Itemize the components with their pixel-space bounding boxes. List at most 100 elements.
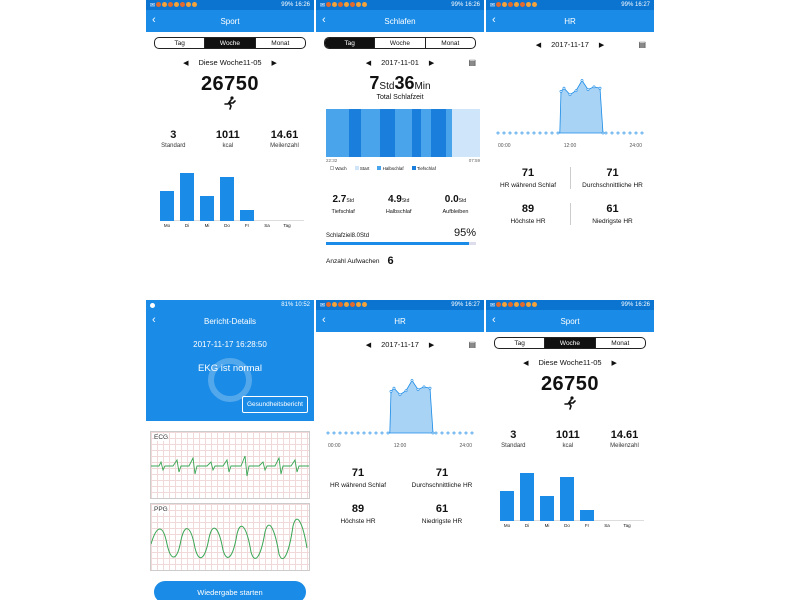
ppg-wave — [151, 518, 308, 560]
prev-arrow-icon[interactable]: ◀ — [535, 41, 542, 49]
report-header: ‹ Bericht-Details 2017-11-17 16:28:50 EK… — [146, 310, 314, 421]
screen-sleep: ✉ 99% 16:26 ‹ Schlafen Tag Woche Monat ◀… — [316, 0, 484, 296]
hr-point — [508, 131, 512, 135]
week-day-label: Mo — [503, 523, 511, 528]
next-arrow-icon[interactable]: ▶ — [271, 59, 277, 67]
clock-text: 16:27 — [634, 2, 650, 8]
hr-min-value: 61 — [435, 503, 449, 515]
week-day-label: Di — [524, 523, 530, 528]
back-icon[interactable]: ‹ — [322, 14, 326, 26]
tab-tag[interactable]: Tag — [325, 38, 376, 48]
hr-sleep-label: HR während Schlaf — [500, 182, 556, 189]
awake-unit: Std — [458, 198, 467, 204]
play-button[interactable]: Wiedergabe starten — [154, 581, 306, 600]
hr-avg-label: Durchschnittliche HR — [411, 482, 473, 489]
calendar-icon[interactable]: ▤ — [468, 58, 476, 67]
hr-point — [416, 388, 420, 391]
prev-arrow-icon[interactable]: ◀ — [183, 59, 189, 67]
next-arrow-icon[interactable]: ▶ — [428, 341, 435, 349]
stat-standard-label: Standard — [501, 443, 526, 449]
ecg-label: ECG — [154, 434, 169, 441]
back-icon[interactable]: ‹ — [492, 314, 496, 326]
axis-end: 24:00 — [459, 443, 472, 449]
stat-standard-value: 3 — [510, 429, 517, 441]
sleep-minutes-unit: Min — [414, 81, 431, 92]
week-day-label: Mi — [544, 523, 550, 528]
tab-monat[interactable]: Monat — [271, 39, 290, 47]
week-bar — [500, 491, 514, 521]
prev-arrow-icon[interactable]: ◀ — [365, 341, 372, 349]
page-title: Bericht-Details — [203, 316, 256, 326]
tab-tag[interactable]: Tag — [495, 338, 546, 348]
hr-point — [374, 431, 378, 435]
hr-point — [520, 131, 524, 135]
axis-end: 24:00 — [629, 143, 642, 149]
hr-point — [496, 131, 500, 135]
hr-chart-axis: 00:00 12:00 24:00 — [328, 443, 472, 449]
sleep-legend: Wach Start Halbschlaf Tiefschlaf — [330, 166, 484, 171]
hr-max-value: 89 — [351, 503, 365, 515]
hr-point — [389, 390, 393, 393]
hr-avg-label: Durchschnittliche HR — [582, 182, 643, 189]
next-arrow-icon[interactable]: ▶ — [611, 359, 617, 367]
axis-start: 00:00 — [328, 443, 341, 449]
stat-kcal-label: kcal — [222, 143, 234, 149]
clock-text: 16:27 — [464, 302, 480, 308]
prev-arrow-icon[interactable]: ◀ — [523, 359, 529, 367]
back-icon[interactable]: ‹ — [322, 314, 326, 326]
awake-label: Aufbleiben — [442, 209, 469, 215]
hr-point — [532, 131, 536, 135]
hr-point — [574, 89, 578, 93]
legend-halbschlaf: Halbschlaf — [377, 166, 404, 171]
hr-point — [410, 379, 414, 382]
back-icon[interactable]: ‹ — [152, 314, 156, 326]
calendar-icon[interactable]: ▤ — [468, 340, 476, 349]
status-bar: ✉ 99% 16:26 — [146, 0, 314, 10]
hr-stats: 71 HR während Schlaf 71 Durchschnittliche … — [316, 467, 484, 525]
date-selector: ◀ Diese Woche11-05 ▶ — [486, 358, 654, 367]
hr-point — [610, 131, 614, 135]
hr-point — [464, 431, 468, 435]
hr-point — [622, 131, 626, 135]
hr-max-value: 89 — [521, 203, 535, 215]
date-selector: ◀ Diese Woche11-05 ▶ — [146, 58, 314, 67]
light-sleep-value: 4.9 — [387, 194, 402, 205]
period-tabs: Tag Woche Monat — [324, 37, 476, 49]
week-day-label: Do — [564, 523, 570, 528]
next-arrow-icon[interactable]: ▶ — [428, 59, 435, 67]
stat-kcal-label: kcal — [562, 443, 574, 449]
prev-arrow-icon[interactable]: ◀ — [365, 59, 372, 67]
week-bar — [540, 495, 554, 521]
health-report-button[interactable]: Gesundheitsbericht — [241, 396, 308, 413]
back-icon[interactable]: ‹ — [492, 14, 496, 26]
period-tabs: Tag Woche Monat — [494, 337, 646, 349]
screen-hr-bottom: ✉ 99% 16:27 ‹ HR ◀ 2017-11-17 ▶ ▤ 00:00 … — [316, 300, 484, 596]
hr-stats: 71 HR während Schlaf 71 Durchschnittliche … — [486, 167, 654, 225]
status-bar: ✉ 99% 16:26 — [316, 0, 484, 10]
page-title: HR — [394, 316, 406, 326]
stats-row: 3 Standard 1011 kcal 14.61 Meilenzahl — [146, 129, 314, 149]
hr-chart — [326, 379, 474, 435]
step-count: 26750 — [540, 373, 600, 395]
page-title: Schlafen — [384, 16, 416, 26]
stat-standard-label: Standard — [161, 143, 186, 149]
hr-point — [538, 131, 542, 135]
hr-point — [356, 431, 360, 435]
tab-monat[interactable]: Monat — [611, 339, 630, 347]
hr-avg-value: 71 — [435, 467, 449, 479]
tab-tag[interactable]: Tag — [155, 38, 206, 48]
sleep-goal: Schlafziel8.0Std 95% — [326, 227, 476, 239]
calendar-icon[interactable]: ▤ — [638, 40, 646, 49]
light-sleep-label: Halbschlaf — [385, 209, 412, 215]
page-title: Sport — [560, 316, 580, 326]
hr-point — [431, 431, 435, 435]
tab-woche[interactable]: Woche — [545, 338, 596, 348]
sleep-chart — [326, 109, 480, 157]
tab-woche[interactable]: Woche — [375, 38, 426, 48]
next-arrow-icon[interactable]: ▶ — [598, 41, 605, 49]
date-label: 2017-11-01 — [381, 58, 419, 67]
tab-woche[interactable]: Woche — [205, 38, 256, 48]
back-icon[interactable]: ‹ — [152, 14, 156, 26]
tab-monat[interactable]: Monat — [441, 39, 460, 47]
light-sleep-unit: Std — [401, 198, 410, 204]
